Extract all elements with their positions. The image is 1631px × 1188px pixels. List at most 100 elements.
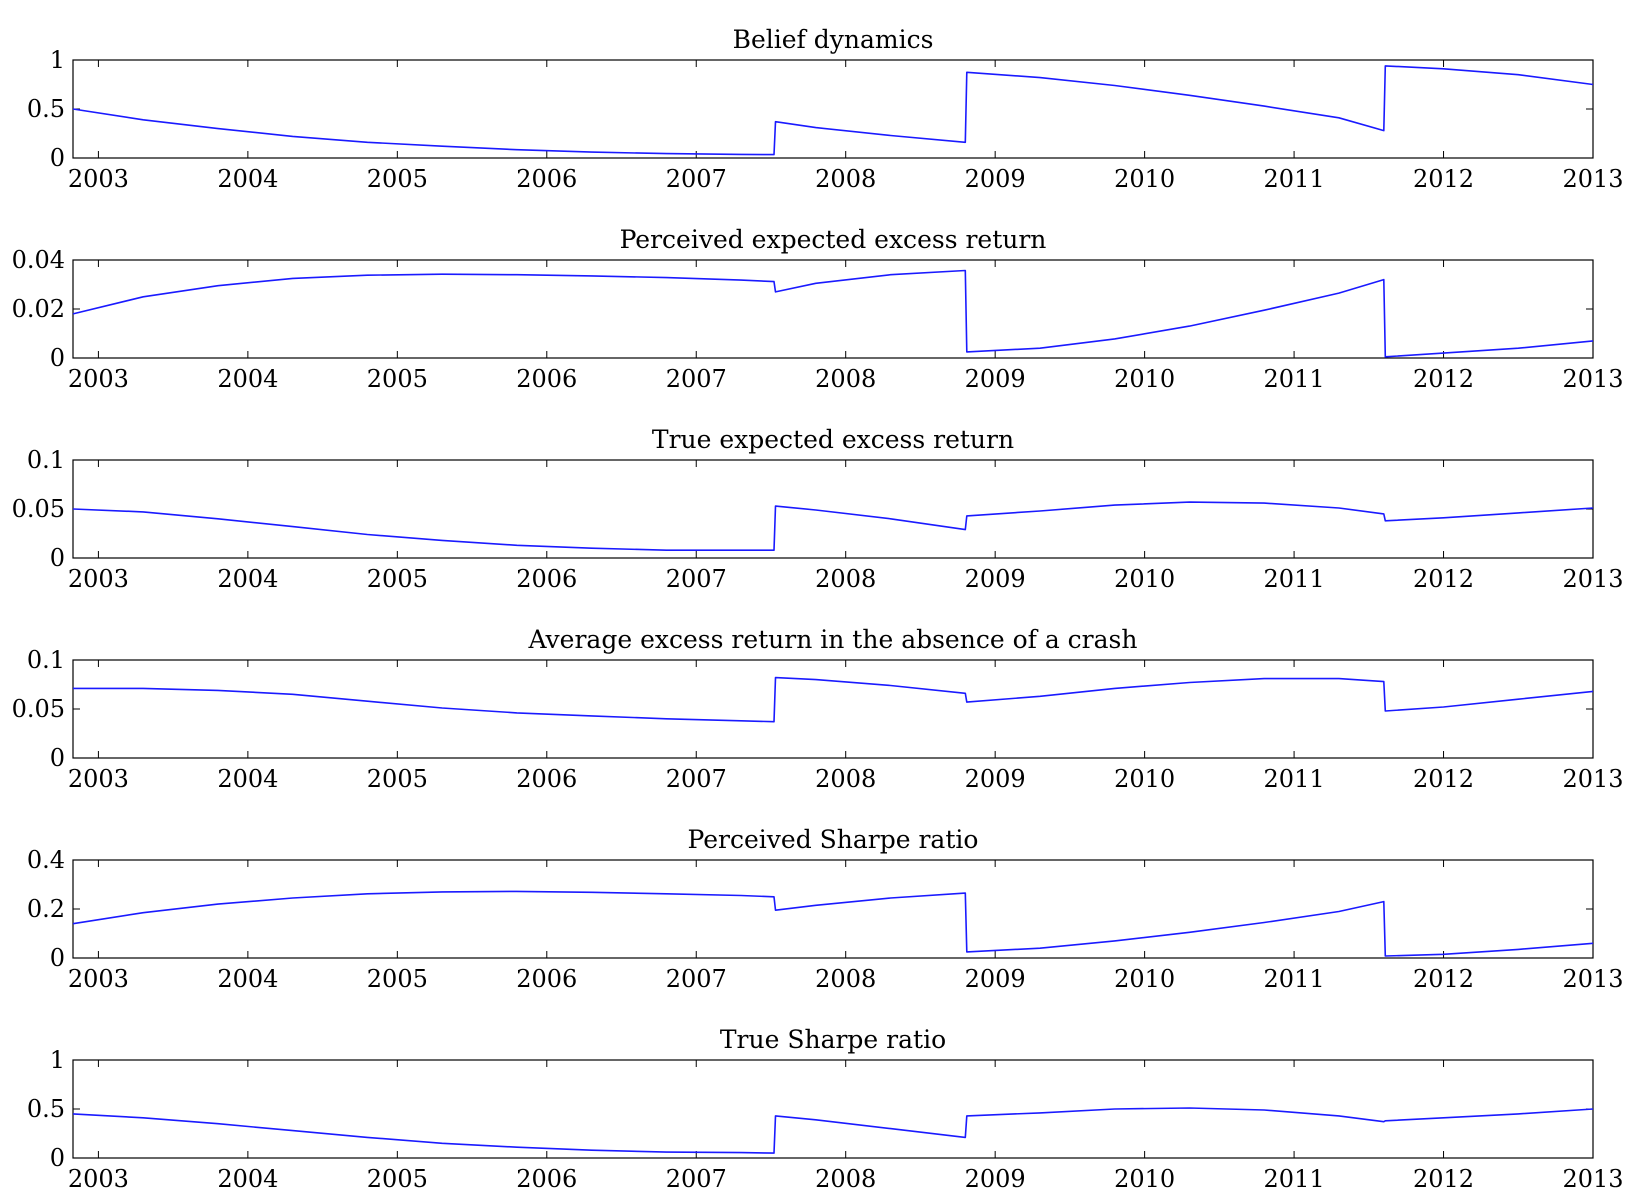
x-tick-label: 2012 [1413, 565, 1474, 593]
chart-panel: True expected excess return 2003 2004 2005 2… [12, 425, 1624, 593]
x-tick-label: 2009 [965, 365, 1026, 393]
x-tick-label: 2004 [217, 965, 278, 993]
y-tick-label: 0.02 [12, 295, 65, 323]
plot-frame [72, 659, 1594, 759]
y-tick-label: 0.2 [27, 895, 65, 923]
x-tick-label: 2012 [1413, 765, 1474, 793]
x-tick-label: 2004 [217, 365, 278, 393]
series-line [72, 65, 1594, 156]
x-tick-label: 2011 [1264, 965, 1325, 993]
series-line [72, 1107, 1594, 1154]
x-tick-label: 2003 [68, 1165, 129, 1188]
y-tick-label: 0.05 [12, 495, 65, 523]
chart-panel: Perceived Sharpe ratio 2003 2004 2005 2006 20… [27, 825, 1624, 993]
x-tick-label: 2006 [516, 1165, 577, 1188]
x-tick-label: 2013 [1562, 365, 1623, 393]
y-tick-label: 0 [50, 944, 65, 972]
y-tick-label: 0 [50, 344, 65, 372]
x-tick-label: 2011 [1264, 1165, 1325, 1188]
x-tick-label: 2013 [1562, 765, 1623, 793]
x-tick-label: 2003 [68, 765, 129, 793]
x-tick-label: 2006 [516, 165, 577, 193]
plot-frame [72, 459, 1594, 559]
chart-title: Belief dynamics [733, 25, 934, 54]
x-tick-label: 2009 [965, 965, 1026, 993]
x-tick-label: 2012 [1413, 365, 1474, 393]
chart-title: True expected excess return [652, 425, 1014, 454]
x-tick-label: 2005 [367, 565, 428, 593]
x-tick-label: 2004 [217, 765, 278, 793]
x-tick-label: 2011 [1264, 765, 1325, 793]
x-tick-label: 2006 [516, 765, 577, 793]
x-tick-label: 2011 [1264, 365, 1325, 393]
y-tick-label: 0 [50, 744, 65, 772]
x-tick-label: 2008 [815, 765, 876, 793]
y-tick-label: 1 [50, 46, 65, 74]
x-tick-label: 2005 [367, 1165, 428, 1188]
chart-panel: Perceived expected excess return 2003 2004… [12, 225, 1624, 393]
series-line [72, 890, 1594, 957]
x-tick-label: 2005 [367, 765, 428, 793]
x-tick-label: 2008 [815, 965, 876, 993]
x-tick-label: 2013 [1562, 965, 1623, 993]
x-tick-label: 2013 [1562, 165, 1623, 193]
x-tick-label: 2008 [815, 565, 876, 593]
x-tick-label: 2005 [367, 165, 428, 193]
chart-title: Perceived expected excess return [620, 225, 1047, 254]
y-tick-label: 0.5 [27, 1095, 65, 1123]
chart-panel: True Sharpe ratio 2003 2004 2005 2006 2007 200… [27, 1025, 1624, 1188]
x-tick-label: 2010 [1114, 165, 1175, 193]
x-tick-label: 2003 [68, 165, 129, 193]
y-tick-label: 0.1 [27, 646, 65, 674]
x-tick-label: 2006 [516, 365, 577, 393]
x-tick-label: 2007 [666, 965, 727, 993]
x-tick-label: 2009 [965, 165, 1026, 193]
y-tick-label: 0.05 [12, 695, 65, 723]
chart-title: Average excess return in the absence of … [528, 625, 1138, 654]
plot-frame [72, 1059, 1594, 1159]
series-line [73, 676, 1594, 723]
y-tick-label: 0.1 [27, 446, 65, 474]
y-tick-label: 0.04 [12, 246, 65, 274]
chart-panel: Belief dynamics 2003 2004 2005 2006 2007 2008 2… [27, 25, 1624, 193]
x-tick-label: 2011 [1264, 165, 1325, 193]
chart-panel: Average excess return in the absence of … [12, 625, 1624, 793]
x-tick-label: 2004 [217, 165, 278, 193]
x-tick-label: 2005 [367, 365, 428, 393]
x-tick-label: 2003 [68, 565, 129, 593]
x-tick-label: 2012 [1413, 965, 1474, 993]
plot-frame [72, 259, 1594, 359]
x-tick-label: 2009 [965, 565, 1026, 593]
x-tick-label: 2012 [1413, 1165, 1474, 1188]
x-tick-label: 2013 [1562, 1165, 1623, 1188]
y-tick-label: 0 [50, 144, 65, 172]
x-tick-label: 2007 [666, 165, 727, 193]
series-line [72, 269, 1594, 358]
x-tick-label: 2004 [217, 565, 278, 593]
x-tick-label: 2010 [1114, 765, 1175, 793]
x-tick-label: 2005 [367, 965, 428, 993]
x-tick-label: 2007 [666, 765, 727, 793]
x-tick-label: 2006 [516, 565, 577, 593]
y-tick-label: 0.5 [27, 95, 65, 123]
y-tick-label: 0 [50, 1144, 65, 1172]
x-tick-label: 2008 [815, 1165, 876, 1188]
x-tick-label: 2010 [1114, 365, 1175, 393]
chart-title: Perceived Sharpe ratio [688, 825, 979, 854]
x-tick-label: 2012 [1413, 165, 1474, 193]
x-tick-label: 2007 [666, 365, 727, 393]
y-tick-label: 1 [50, 1046, 65, 1074]
x-tick-label: 2007 [666, 565, 727, 593]
x-tick-label: 2007 [666, 1165, 727, 1188]
plot-frame [72, 59, 1594, 159]
x-tick-label: 2009 [965, 765, 1026, 793]
y-tick-label: 0.4 [27, 846, 65, 874]
y-tick-label: 0 [50, 544, 65, 572]
x-tick-label: 2008 [815, 365, 876, 393]
x-tick-label: 2006 [516, 965, 577, 993]
x-tick-label: 2004 [217, 1165, 278, 1188]
plot-frame [72, 859, 1594, 959]
x-tick-label: 2003 [68, 365, 129, 393]
x-tick-label: 2013 [1562, 565, 1623, 593]
